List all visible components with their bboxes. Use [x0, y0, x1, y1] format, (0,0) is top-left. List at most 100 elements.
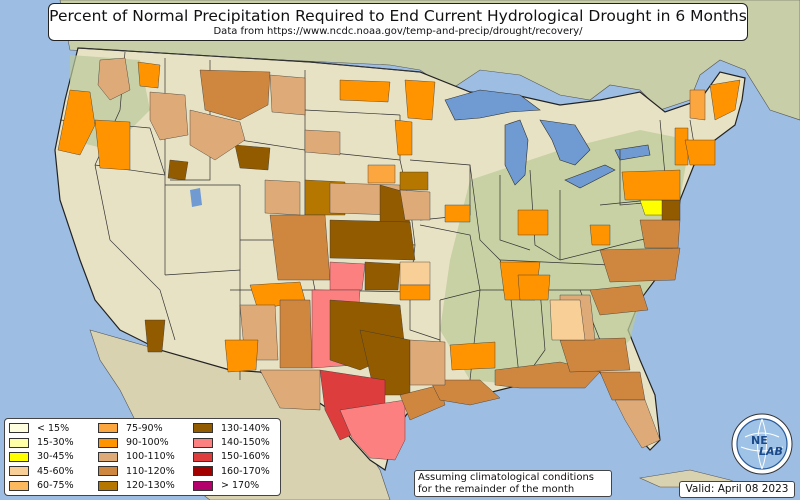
region-id-south: [149, 91, 189, 141]
region-la-north: [409, 339, 446, 386]
region-wy-central: [234, 144, 271, 171]
legend-label: 45-60%: [37, 465, 74, 477]
logo-text-lab: LAB: [759, 445, 783, 458]
legend-label: 90-100%: [126, 437, 169, 449]
canada-us-border: [77, 47, 421, 73]
region-nj: [684, 139, 716, 166]
region-sc: [589, 284, 649, 316]
region-tx-coast: [399, 384, 446, 421]
legend-item: 60-75%: [9, 479, 98, 493]
legend-label: 150-160%: [221, 451, 270, 463]
legend-swatch: [98, 480, 118, 491]
region-al-north: [549, 299, 586, 341]
logo-text-ne: NE: [751, 434, 768, 447]
drought-regions: [57, 57, 741, 461]
legend-swatch: [193, 480, 213, 491]
region-tn-west: [517, 274, 551, 301]
title-box: Percent of Normal Precipitation Required…: [48, 3, 748, 41]
legend-swatch: [9, 466, 29, 477]
legend-item: 130-140%: [193, 421, 283, 435]
legend-item: 160-170%: [193, 464, 283, 478]
lake-michigan: [504, 119, 529, 186]
region-new-england: [709, 79, 741, 121]
region-oregon-coast: [57, 89, 96, 156]
legend-item: 150-160%: [193, 450, 283, 464]
region-ny-north: [674, 127, 689, 166]
legend-swatch: [98, 451, 118, 462]
region-ok-panhandle: [329, 261, 366, 291]
region-ok: [364, 261, 401, 291]
region-ga-south: [559, 337, 631, 373]
legend-label: 30-45%: [37, 451, 74, 463]
lake-huron: [539, 119, 591, 166]
region-in: [517, 209, 549, 236]
legend-label: 160-170%: [221, 465, 270, 477]
region-ia-west: [399, 171, 429, 191]
region-ut-north: [167, 159, 189, 181]
region-wa-east: [97, 57, 131, 101]
region-me: [689, 89, 706, 121]
region-ia-north: [367, 164, 396, 184]
legend-swatch: [98, 423, 118, 434]
legend-swatch: [9, 437, 29, 448]
legend-label: 60-75%: [37, 480, 74, 492]
legend-label: 110-120%: [126, 465, 175, 477]
region-nc: [599, 247, 681, 283]
region-wy-south: [189, 109, 246, 161]
region-ar: [399, 284, 431, 301]
region-mn: [404, 79, 436, 121]
legend: < 15% 15-30% 30-45% 45-60% 60-75% 75-90% 90-10…: [4, 418, 281, 496]
legend-label: 140-150%: [221, 437, 270, 449]
region-fl-central: [614, 399, 661, 449]
region-mt-east: [269, 74, 306, 116]
region-va: [639, 219, 681, 249]
legend-label: 75-90%: [126, 422, 163, 434]
valid-date: Valid: April 08 2023: [679, 481, 795, 498]
legend-label: 100-110%: [126, 451, 175, 463]
legend-label: 15-30%: [37, 437, 74, 449]
legend-item: 75-90%: [98, 421, 193, 435]
legend-item: 100-110%: [98, 450, 193, 464]
legend-item: 110-120%: [98, 464, 193, 478]
legend-swatch: [193, 451, 213, 462]
region-co: [269, 214, 331, 281]
map-title: Percent of Normal Precipitation Required…: [49, 7, 747, 25]
legend-item: > 170%: [193, 479, 283, 493]
legend-item: 140-150%: [193, 435, 283, 449]
legend-item: 120-130%: [98, 479, 193, 493]
region-co-west: [264, 179, 301, 216]
legend-swatch: [9, 451, 29, 462]
legend-swatch: [9, 480, 29, 491]
legend-item: < 15%: [9, 421, 98, 435]
legend-item: 15-30%: [9, 435, 98, 449]
region-pa: [621, 169, 681, 201]
legend-item: 90-100%: [98, 435, 193, 449]
legend-item: 30-45%: [9, 450, 98, 464]
legend-label: 130-140%: [221, 422, 270, 434]
nexlab-globe-logo: NE LAB: [731, 413, 793, 475]
region-mn-south: [394, 119, 413, 156]
climatology-note: Assuming climatological conditions for t…: [414, 470, 612, 497]
region-az-se: [224, 339, 259, 373]
lake-erie: [564, 164, 616, 189]
region-tx-west: [259, 369, 321, 411]
region-ms: [449, 341, 496, 371]
region-nd: [339, 79, 391, 103]
legend-swatch: [193, 437, 213, 448]
lake-ontario: [614, 144, 651, 161]
legend-swatch: [193, 423, 213, 434]
legend-swatch: [98, 466, 118, 477]
region-id-north: [137, 61, 161, 89]
region-la: [429, 379, 501, 406]
map-subtitle: Data from https://www.ncdc.noaa.gov/temp…: [213, 26, 583, 37]
region-ks: [329, 219, 416, 261]
legend-label: < 15%: [37, 422, 70, 434]
logo-gridlines: [740, 418, 784, 470]
legend-swatch: [9, 423, 29, 434]
region-wv: [589, 224, 611, 246]
great-salt-lake: [190, 188, 202, 207]
region-de: [661, 199, 681, 221]
region-az-south: [144, 319, 166, 353]
legend-label: > 170%: [221, 480, 260, 492]
